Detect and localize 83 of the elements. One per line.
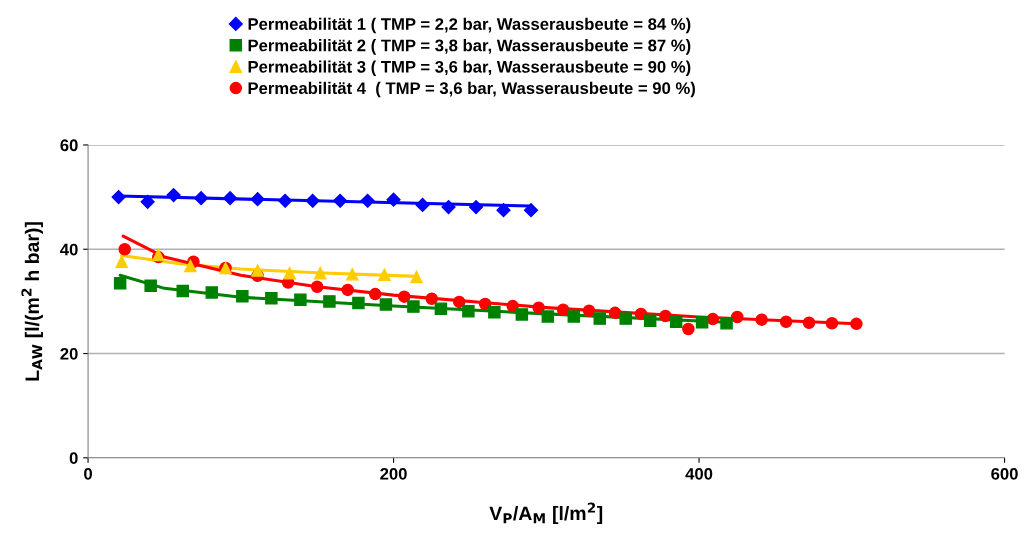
- point: [250, 192, 265, 207]
- point: [825, 317, 839, 330]
- point: [434, 302, 448, 315]
- point: [283, 266, 296, 280]
- point: [166, 187, 181, 203]
- point: [352, 296, 365, 310]
- point: [265, 292, 278, 305]
- y-axis-title: L$_{AW}$ [l/(m$^{2}$ h bar)]: [21, 222, 43, 381]
- point: [593, 312, 607, 325]
- point: [541, 310, 555, 323]
- point: [425, 292, 438, 306]
- point: [619, 312, 632, 325]
- point: [111, 190, 126, 205]
- point: [582, 304, 596, 318]
- x-tick-label: 200: [380, 467, 407, 480]
- point: [323, 295, 336, 308]
- point: [140, 194, 155, 209]
- point: [441, 199, 456, 215]
- point: [118, 242, 131, 256]
- point: [410, 270, 423, 284]
- point: [294, 293, 307, 307]
- point: [176, 284, 190, 298]
- point: [251, 264, 264, 277]
- point: [397, 290, 411, 303]
- point: [468, 199, 484, 215]
- point: [407, 300, 420, 313]
- point: [779, 315, 793, 328]
- point: [194, 191, 209, 206]
- point: [368, 287, 382, 301]
- point: [386, 192, 401, 207]
- point: [695, 315, 709, 329]
- point: [462, 305, 475, 318]
- point: [730, 310, 744, 324]
- point: [608, 306, 622, 320]
- point: [378, 268, 391, 282]
- point: [452, 295, 466, 309]
- point: [706, 312, 720, 326]
- x-tick-label: 400: [685, 467, 713, 480]
- point: [415, 197, 430, 213]
- point: [478, 297, 492, 311]
- point: [682, 322, 695, 336]
- point: [669, 315, 683, 328]
- legend-label: Permeabilität 3 ( TMP = 3,6 bar, Wasserausbeute = 90 %): [248, 60, 691, 76]
- point: [532, 301, 545, 314]
- y-tick-label: 20: [60, 347, 78, 360]
- point: [755, 313, 768, 326]
- point: [720, 317, 733, 330]
- point: [236, 289, 249, 303]
- point: [488, 306, 501, 319]
- point: [115, 255, 128, 269]
- point: [802, 316, 816, 330]
- point: [360, 193, 375, 208]
- point: [278, 193, 293, 208]
- point: [556, 303, 570, 316]
- y-tick-label: 60: [60, 139, 78, 152]
- legend-label: Permeabilität 2 ( TMP = 3,8 bar, Wasserausbeute = 87 %): [248, 39, 691, 55]
- point: [567, 310, 581, 323]
- point: [184, 259, 197, 273]
- y-tick-label: 0: [69, 452, 78, 464]
- y-tick-label: 40: [60, 243, 78, 256]
- legend-label: Permeabilität 4 ( TMP = 3,6 bar, Wasserausbeute = 90 %): [248, 81, 695, 98]
- legend-label: Permeabilität 1 ( TMP = 2,2 bar, Wasserausbeute = 84 %): [248, 17, 691, 34]
- point: [313, 266, 327, 280]
- x-tick-label: 600: [991, 467, 1018, 480]
- point: [496, 203, 511, 218]
- point: [643, 314, 657, 327]
- point: [144, 279, 157, 292]
- x-tick-label: 0: [84, 467, 93, 480]
- x-axis-title: V$_{P}$/A$_{M}$ [l/m$^{2}$]: [489, 502, 603, 525]
- point: [523, 203, 539, 218]
- point: [850, 317, 863, 331]
- point: [341, 283, 354, 297]
- point: [310, 280, 324, 294]
- point: [515, 308, 529, 321]
- point: [305, 193, 320, 208]
- point: [659, 309, 672, 323]
- point: [333, 193, 348, 208]
- point: [346, 268, 359, 281]
- point: [205, 286, 219, 299]
- point: [506, 299, 519, 313]
- point: [223, 191, 238, 206]
- point: [113, 276, 127, 290]
- point: [379, 298, 393, 311]
